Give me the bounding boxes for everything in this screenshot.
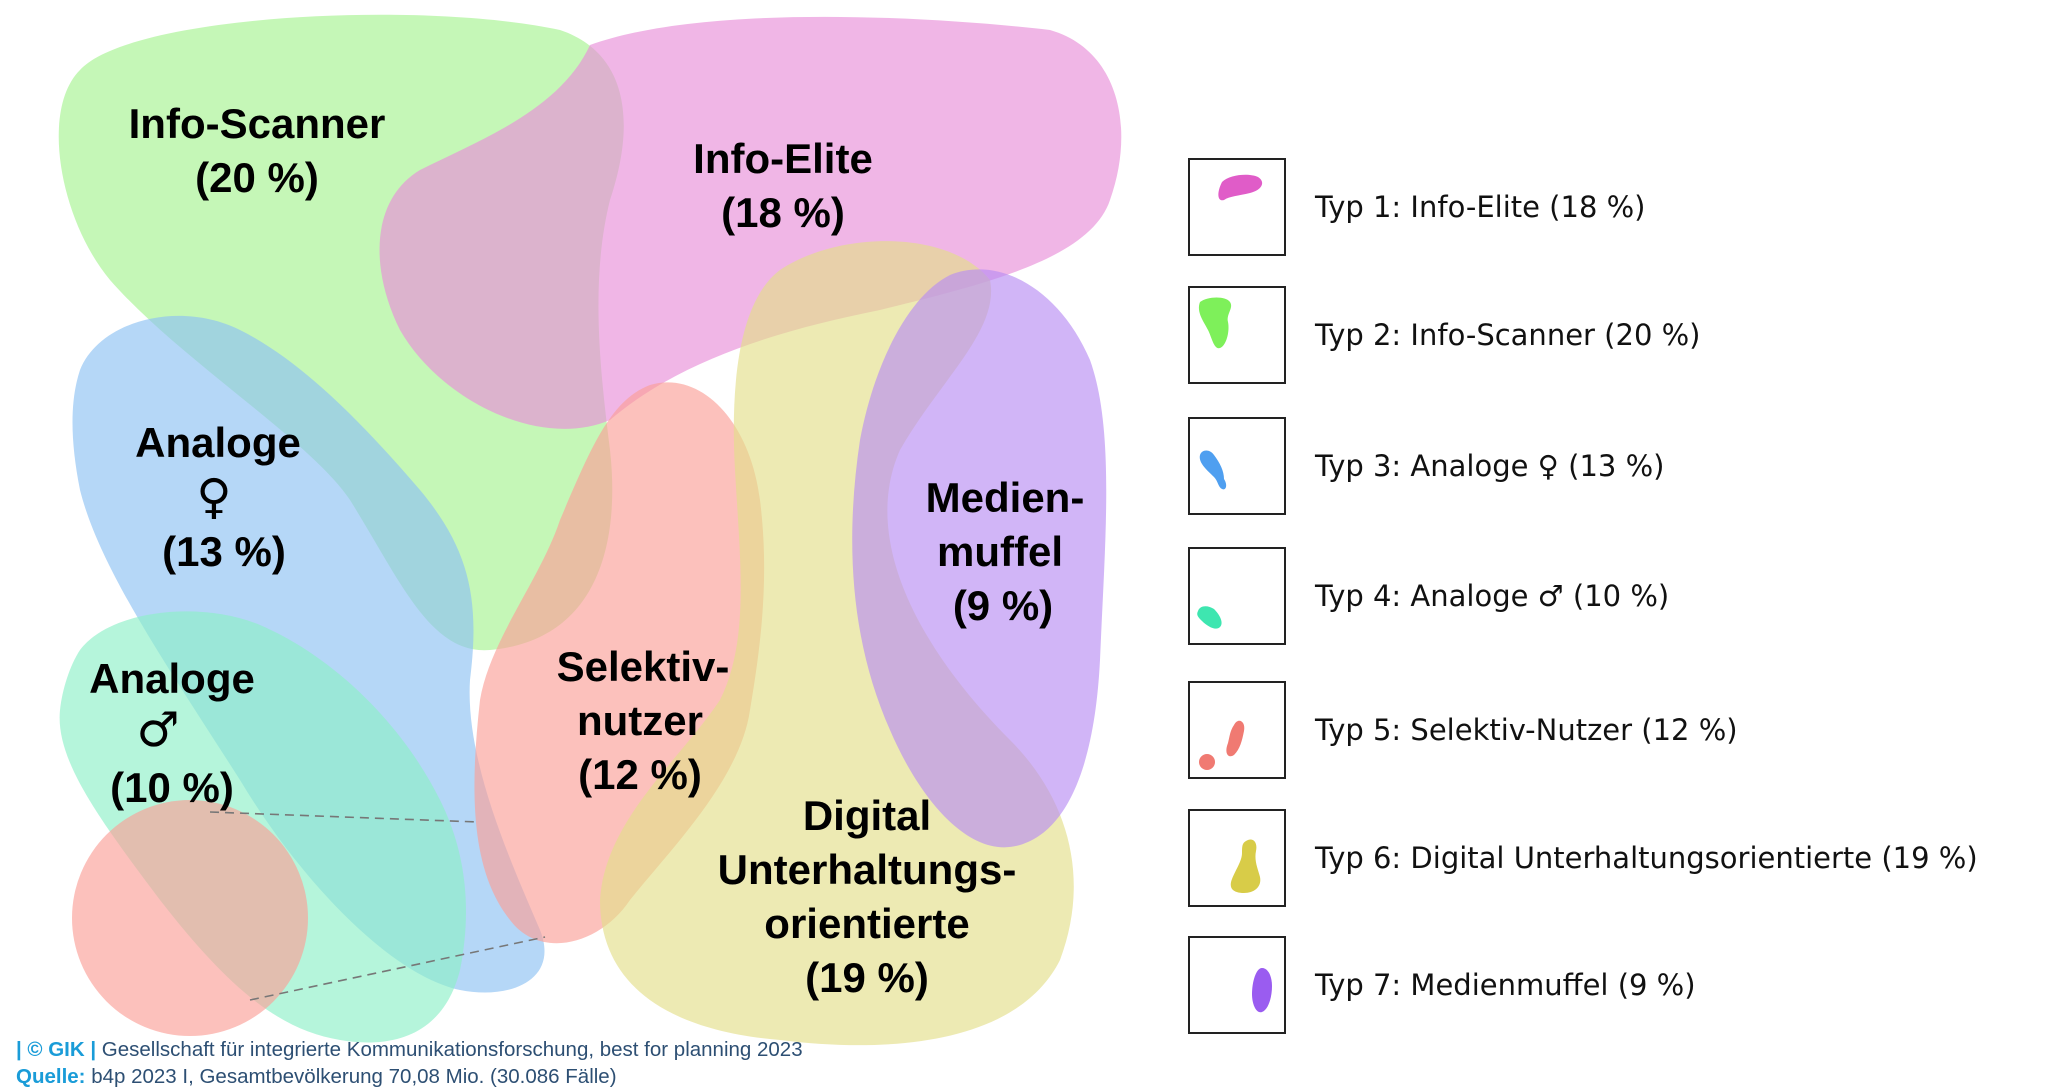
blob-selektiv-zoom — [72, 800, 308, 1036]
blob-medienmuffel — [852, 269, 1107, 848]
source-text: b4p 2023 I, Gesamtbevölkerung 70,08 Mio.… — [85, 1065, 617, 1088]
legend-item-typ2: Typ 2: Info-Scanner (20 %) — [1188, 286, 2008, 390]
legend-swatch-box — [1188, 547, 1286, 645]
legend-swatch-shape — [1199, 450, 1227, 490]
label-digital-line3: orientierte — [764, 900, 969, 947]
label-selektiv-line2: nutzer — [577, 697, 703, 744]
legend-item-typ5: Typ 5: Selektiv-Nutzer (12 %) — [1188, 681, 2008, 785]
legend-swatch-box — [1188, 681, 1286, 779]
label-info-scanner-name: Info-Scanner — [129, 100, 386, 147]
footer-copyright: | © GIK | Gesellschaft für integrierte K… — [16, 1036, 803, 1063]
label-analoge-m-name: Analoge — [89, 655, 255, 702]
legend-label: Typ 3: Analoge ♀ (13 %) — [1315, 449, 1665, 483]
source-label: Quelle: — [16, 1065, 86, 1088]
legend-item-typ6: Typ 6: Digital Unterhaltungsorientierte … — [1188, 809, 2008, 913]
label-info-elite-name: Info-Elite — [693, 135, 873, 182]
label-medienmuffel-percent: (9 %) — [953, 582, 1053, 629]
label-digital-percent: (19 %) — [805, 954, 929, 1001]
legend-label: Typ 2: Info-Scanner (20 %) — [1315, 318, 1701, 352]
legend-swatch-box — [1188, 809, 1286, 907]
label-selektiv-percent: (12 %) — [578, 751, 702, 798]
legend-swatch-shape — [1198, 297, 1232, 349]
legend-swatch-shape — [1218, 174, 1263, 201]
legend-swatch-box — [1188, 158, 1286, 256]
legend-swatch-box — [1188, 936, 1286, 1034]
legend-swatch-shape — [1226, 720, 1245, 757]
legend-item-typ1: Typ 1: Info-Elite (18 %) — [1188, 158, 2008, 262]
label-analoge-m-percent: (10 %) — [110, 764, 234, 811]
legend-item-typ3: Typ 3: Analoge ♀ (13 %) — [1188, 417, 2008, 521]
label-medienmuffel-line1: Medien- — [926, 474, 1085, 521]
label-analoge-f-name: Analoge — [135, 419, 301, 466]
copyright-text: Gesellschaft für integrierte Kommunikati… — [96, 1038, 803, 1061]
label-digital-line2: Unterhaltungs- — [718, 846, 1017, 893]
legend-swatch-box — [1188, 286, 1286, 384]
legend-swatch-shape — [1252, 968, 1272, 1013]
typology-diagram: Info-Scanner (20 %) Info-Elite (18 %) An… — [58, 14, 1122, 1046]
legend-label: Typ 4: Analoge ♂ (10 %) — [1315, 579, 1670, 613]
legend-item-typ7: Typ 7: Medienmuffel (9 %) — [1188, 936, 2008, 1040]
copyright-mark: | © GIK | — [16, 1038, 97, 1061]
label-info-elite-percent: (18 %) — [721, 189, 845, 236]
male-symbol-icon: ♂ — [136, 702, 179, 758]
blob-digital-unterhaltung — [600, 241, 1074, 1046]
legend-item-typ4: Typ 4: Analoge ♂ (10 %) — [1188, 547, 2008, 651]
footer-source-line: Quelle: b4p 2023 I, Gesamtbevölkerung 70… — [16, 1063, 803, 1090]
zoom-connector-bottom — [249, 936, 546, 1001]
legend-swatch-shape — [1230, 839, 1261, 893]
legend-label: Typ 6: Digital Unterhaltungsorientierte … — [1315, 841, 1978, 875]
label-selektiv-line1: Selektiv- — [557, 643, 730, 690]
legend-label: Typ 5: Selektiv-Nutzer (12 %) — [1315, 713, 1738, 747]
female-symbol-icon: ♀ — [196, 469, 231, 525]
blob-info-elite — [379, 16, 1122, 429]
legend-label: Typ 1: Info-Elite (18 %) — [1315, 190, 1646, 224]
label-digital-line1: Digital — [803, 792, 931, 839]
legend-swatch-shape — [1197, 606, 1222, 629]
legend-swatch-shape — [1199, 754, 1215, 770]
label-analoge-f-percent: (13 %) — [162, 528, 286, 575]
label-medienmuffel-line2: muffel — [937, 528, 1063, 575]
legend-swatch-box — [1188, 417, 1286, 515]
label-info-scanner-percent: (20 %) — [195, 154, 319, 201]
legend-label: Typ 7: Medienmuffel (9 %) — [1315, 968, 1696, 1002]
footer-source: | © GIK | Gesellschaft für integrierte K… — [16, 1036, 803, 1090]
